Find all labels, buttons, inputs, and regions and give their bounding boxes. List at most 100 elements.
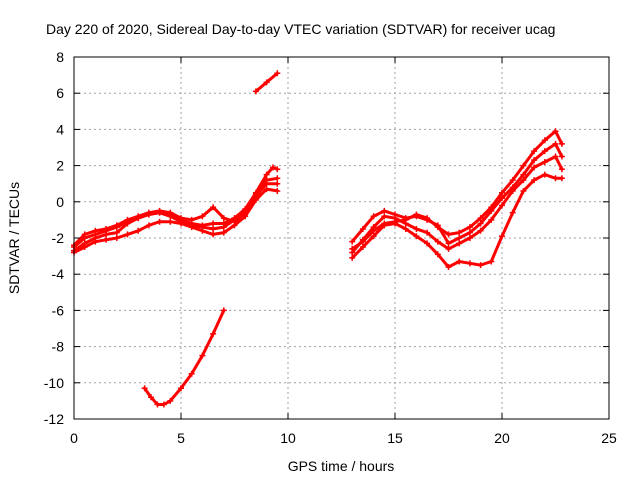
x-tick-label: 10 [280, 430, 296, 446]
y-tick-label: -2 [52, 230, 65, 246]
y-tick-label: 4 [56, 121, 64, 137]
series-track-f [141, 307, 227, 408]
data-point [413, 211, 420, 218]
data-point [558, 166, 565, 173]
data-point [541, 137, 548, 144]
series-line [350, 129, 564, 251]
data-point [220, 229, 227, 236]
data-point [349, 238, 356, 245]
data-point [210, 231, 217, 238]
y-axis-label: SDTVAR / TECUs [6, 182, 22, 294]
data-point [92, 227, 99, 234]
data-point [531, 157, 538, 164]
data-point [552, 153, 559, 160]
x-tick-label: 5 [177, 430, 185, 446]
chart-title: Day 220 of 2020, Sidereal Day-to-day VTE… [46, 21, 555, 37]
x-tick-label: 25 [601, 430, 617, 446]
data-point [381, 213, 388, 220]
data-point [359, 244, 366, 251]
data-point [156, 218, 163, 225]
x-tick-label: 20 [494, 430, 510, 446]
y-tick-label: 6 [56, 85, 64, 101]
data-point [188, 216, 195, 223]
series-track-j [349, 153, 565, 256]
data-point [124, 216, 131, 223]
data-point [477, 220, 484, 227]
data-point [220, 224, 227, 231]
data-point [520, 171, 527, 178]
data-point [531, 164, 538, 171]
data-point [477, 215, 484, 222]
data-point [231, 218, 238, 225]
data-point [445, 245, 452, 252]
data-point [531, 177, 538, 184]
data-point [531, 148, 538, 155]
data-point [509, 177, 516, 184]
data-point [381, 222, 388, 229]
data-point [499, 189, 505, 196]
data-point [488, 258, 495, 265]
data-point [359, 236, 366, 243]
data-point [135, 227, 142, 234]
data-point [445, 231, 452, 238]
data-point [370, 213, 377, 220]
data-point [381, 207, 388, 214]
data-point [148, 394, 155, 401]
data-point [103, 236, 110, 243]
data-point [359, 225, 366, 232]
series-track-d [71, 175, 281, 249]
data-point [349, 249, 356, 256]
data-point [434, 238, 441, 245]
data-point [274, 180, 281, 187]
data-point [466, 260, 473, 267]
data-point [434, 224, 441, 231]
series-line [72, 187, 279, 254]
data-point [434, 251, 441, 258]
data-point [274, 166, 281, 173]
data-point [113, 222, 120, 229]
data-point [370, 233, 377, 240]
data-point [499, 202, 505, 209]
data-point [552, 140, 559, 147]
data-point [199, 213, 206, 220]
data-point [178, 215, 184, 222]
data-point [552, 128, 559, 135]
data-point [113, 229, 120, 236]
data-point [252, 88, 259, 95]
data-point [424, 215, 431, 222]
data-point [156, 207, 163, 214]
data-point [477, 227, 484, 234]
data-point [178, 220, 184, 227]
data-point [92, 238, 99, 245]
data-point [392, 220, 398, 227]
data-point [558, 153, 565, 160]
data-point [178, 385, 184, 392]
data-point [413, 225, 420, 232]
data-point [349, 254, 356, 261]
y-tick-label: 8 [56, 49, 64, 65]
data-point [541, 171, 548, 178]
series-track-i [349, 171, 565, 270]
y-tick-label: 2 [56, 158, 64, 174]
data-point [274, 70, 281, 77]
data-point [210, 330, 217, 337]
data-point [167, 218, 174, 225]
data-point [210, 225, 217, 232]
data-point [499, 233, 505, 240]
data-point [263, 177, 270, 184]
data-point [167, 209, 174, 216]
data-point [145, 209, 152, 216]
data-point [274, 175, 281, 182]
data-point [466, 235, 473, 241]
data-point [242, 209, 249, 216]
data-point [488, 204, 495, 211]
data-point [188, 224, 195, 231]
y-tick-label: -10 [44, 375, 64, 391]
data-point [466, 229, 473, 236]
data-point [402, 225, 409, 232]
x-tick-label: 15 [387, 430, 403, 446]
data-point [499, 195, 505, 202]
grid [74, 57, 609, 419]
data-point [445, 240, 452, 247]
